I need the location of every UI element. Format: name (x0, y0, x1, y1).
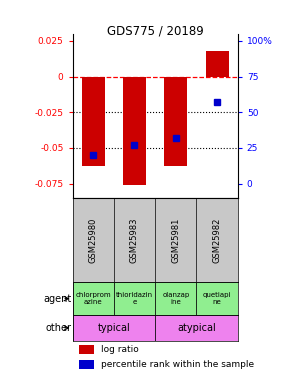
Text: percentile rank within the sample: percentile rank within the sample (101, 360, 254, 369)
Text: GSM25983: GSM25983 (130, 217, 139, 263)
Bar (155, 315, 238, 341)
Bar (72, 282, 114, 315)
Bar (123, 76, 146, 185)
Bar (82, 76, 104, 166)
Text: agent: agent (44, 294, 72, 304)
Text: thioridazin
e: thioridazin e (116, 292, 153, 305)
Bar (72, 315, 155, 341)
Text: GSM25981: GSM25981 (171, 217, 180, 262)
Bar (164, 76, 187, 166)
Text: typical: typical (97, 323, 130, 333)
Text: quetiapi
ne: quetiapi ne (203, 292, 231, 305)
Bar (79, 360, 94, 369)
Bar (196, 282, 238, 315)
Text: log ratio: log ratio (101, 345, 138, 354)
Text: chlorprom
azine: chlorprom azine (75, 292, 111, 305)
Bar (79, 345, 94, 354)
Text: GDS775 / 20189: GDS775 / 20189 (107, 24, 204, 38)
Bar (155, 282, 196, 315)
Text: olanzap
ine: olanzap ine (162, 292, 189, 305)
Bar (114, 282, 155, 315)
Text: other: other (46, 323, 72, 333)
Text: GSM25980: GSM25980 (89, 217, 98, 262)
Text: GSM25982: GSM25982 (213, 217, 222, 262)
Bar (206, 51, 229, 76)
Text: atypical: atypical (177, 323, 216, 333)
